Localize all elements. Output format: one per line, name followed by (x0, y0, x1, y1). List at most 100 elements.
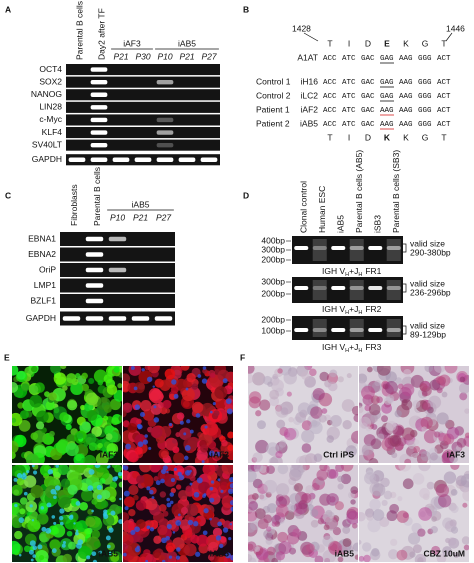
codon: ATC (342, 121, 356, 129)
lane-label: Parental B cells (AB5) (354, 150, 364, 233)
lane-label: Parental B cells (92, 167, 102, 226)
cell (263, 479, 278, 494)
cell (252, 452, 263, 463)
cell (391, 452, 398, 459)
nucleus (175, 555, 181, 560)
cell (359, 555, 365, 562)
nucleus (139, 411, 146, 418)
cell (363, 434, 376, 447)
cell (421, 426, 428, 432)
cell (266, 465, 275, 474)
cell (172, 438, 178, 444)
cell (361, 385, 375, 400)
micrograph (12, 465, 122, 562)
nucleus (53, 495, 57, 499)
micrograph (359, 465, 469, 562)
valid-size-range: 236-296bp (410, 287, 451, 297)
cell (219, 481, 229, 490)
cell (200, 444, 209, 453)
cell (162, 510, 169, 517)
nucleus (146, 376, 153, 383)
codon: ACT (437, 93, 451, 101)
cell (60, 478, 71, 488)
cell (191, 383, 199, 390)
cell (435, 375, 444, 384)
amino-acid: D (365, 132, 371, 142)
codon: AAG (399, 55, 413, 63)
cell (402, 478, 414, 490)
cell (60, 366, 67, 370)
codon: ACC (323, 93, 337, 101)
cell (301, 443, 312, 453)
cell (318, 414, 327, 423)
cell (371, 483, 386, 497)
caption-part: FR1 (365, 266, 381, 276)
gene-label: EBNA1 (28, 233, 56, 243)
caption-part: H (358, 272, 362, 278)
valid-size-label: valid size (410, 320, 445, 330)
nucleus (61, 543, 66, 548)
nucleus (94, 465, 101, 469)
gel-band (349, 286, 364, 290)
cell (175, 484, 182, 490)
cell (136, 475, 145, 484)
cell (204, 421, 219, 436)
nucleus (130, 366, 135, 370)
cell (310, 406, 323, 419)
cell (326, 435, 335, 443)
cell (371, 381, 382, 393)
panel-letter: A (5, 4, 11, 14)
cell (449, 454, 459, 463)
gene-label: BZLF1 (30, 295, 56, 305)
nucleus (96, 494, 102, 500)
cell (305, 485, 314, 494)
cell (412, 400, 421, 409)
nucleus (153, 405, 157, 409)
cell (442, 546, 453, 557)
cell (13, 489, 20, 496)
gel-band (90, 79, 108, 85)
amino-acid: T (441, 38, 446, 48)
cell (30, 485, 44, 498)
cell (388, 549, 399, 560)
cell (301, 371, 310, 380)
cell (362, 542, 372, 552)
cell (12, 412, 23, 427)
cell (128, 366, 142, 376)
nucleus (160, 478, 165, 484)
cell (263, 529, 273, 539)
cell (301, 429, 315, 443)
gene-label: c-Myc (39, 114, 62, 124)
codon: ACT (437, 121, 451, 129)
cell (93, 540, 101, 549)
cell (456, 437, 467, 448)
cell (185, 503, 199, 517)
cell (257, 518, 269, 530)
cell (325, 509, 333, 518)
gel-band (331, 286, 346, 290)
cell (286, 391, 292, 397)
nucleus (28, 549, 34, 555)
cell (394, 409, 402, 418)
cell (248, 509, 258, 522)
cell (158, 504, 167, 512)
cell (12, 417, 17, 423)
amino-acid: T (327, 38, 332, 48)
codon: GGG (418, 93, 432, 101)
nucleus (117, 471, 122, 477)
cell (178, 489, 188, 500)
image-label: iAF3 (211, 449, 230, 459)
cell (341, 399, 355, 412)
cell (413, 439, 420, 445)
cell (294, 483, 303, 492)
nucleus (173, 467, 178, 471)
nucleus (16, 473, 23, 479)
cell (248, 373, 254, 384)
cell (276, 483, 290, 497)
lane-label: Fibroblasts (69, 184, 79, 226)
codon: ACT (437, 55, 451, 63)
cell (27, 519, 41, 533)
cell (109, 398, 122, 411)
cell (196, 534, 209, 547)
cell (227, 450, 233, 461)
